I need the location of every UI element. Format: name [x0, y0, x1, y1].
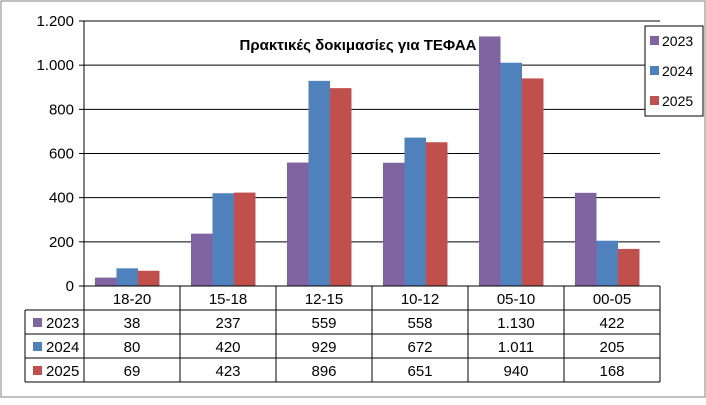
x-tick-label: 12-15 — [305, 291, 343, 308]
chart-title: Πρακτικές δοκιμασίες για ΤΕΦΑΑ — [239, 37, 476, 54]
x-tick-label: 10-12 — [401, 291, 439, 308]
data-label: 1.130 — [497, 315, 535, 332]
legend: 2023 2024 2025 — [644, 25, 704, 117]
data-label: 69 — [124, 363, 141, 380]
bar-2025-12-15 — [330, 88, 352, 286]
x-tick-label: 15-18 — [209, 291, 247, 308]
y-tick-label: 0 — [66, 278, 74, 295]
bar-2023-05-10 — [479, 36, 501, 287]
legend-key — [650, 96, 659, 105]
bar-2024-15-18 — [212, 193, 234, 286]
y-tick-label: 1.200 — [36, 13, 74, 30]
x-tick-label: 18-20 — [113, 291, 151, 308]
data-label: 672 — [407, 339, 432, 356]
data-label: 205 — [599, 339, 624, 356]
table-series-label: 2024 — [46, 339, 79, 356]
y-tick-label: 1.000 — [36, 57, 74, 74]
data-label: 168 — [599, 363, 624, 380]
data-label: 1.011 — [498, 339, 534, 356]
bar-2024-05-10 — [500, 62, 522, 286]
y-tick-label: 400 — [49, 190, 74, 207]
data-label: 422 — [599, 315, 624, 332]
bar-2025-15-18 — [234, 192, 256, 286]
table-legend-key — [33, 342, 42, 351]
table-legend-key — [33, 318, 42, 327]
bar-2025-18-20 — [138, 270, 160, 286]
bar-2023-12-15 — [287, 162, 309, 286]
data-label: 420 — [215, 339, 240, 356]
bar-2025-05-10 — [522, 78, 544, 287]
data-label: 80 — [124, 339, 141, 356]
y-tick-label: 600 — [49, 146, 74, 163]
bar-2024-18-20 — [116, 268, 138, 286]
x-tick-label: 00-05 — [593, 291, 631, 308]
y-tick-label: 800 — [49, 101, 74, 118]
bar-2024-12-15 — [308, 80, 330, 287]
bar-2024-10-12 — [404, 137, 426, 286]
bar-2023-15-18 — [191, 233, 213, 286]
legend-label: 2024 — [662, 63, 693, 79]
bar-2023-18-20 — [95, 277, 117, 286]
data-label: 423 — [215, 363, 240, 380]
bar-2025-10-12 — [426, 142, 448, 286]
bar-2024-00-05 — [596, 240, 618, 286]
table-series-label: 2025 — [46, 363, 79, 380]
y-axis: 0 200 400 600 800 1.000 1.200 — [36, 13, 85, 295]
data-table: 18-20 15-18 12-15 10-12 05-10 00-05 2023 38 237 5… — [24, 285, 661, 383]
data-label: 38 — [124, 315, 141, 332]
data-label: 558 — [407, 315, 432, 332]
legend-key — [650, 36, 659, 45]
x-tick-label: 05-10 — [497, 291, 535, 308]
bars — [95, 36, 640, 287]
data-label: 940 — [503, 363, 528, 380]
bar-2023-00-05 — [575, 192, 597, 286]
bar-2023-10-12 — [383, 162, 405, 286]
data-label: 237 — [215, 315, 240, 332]
table-series-label: 2023 — [46, 315, 79, 332]
table-legend-key — [33, 366, 42, 375]
y-tick-label: 200 — [49, 234, 74, 251]
data-label: 929 — [311, 339, 336, 356]
legend-label: 2023 — [662, 33, 693, 49]
legend-label: 2025 — [662, 93, 693, 109]
gridlines — [84, 20, 660, 287]
data-label: 651 — [407, 363, 432, 380]
data-label: 559 — [311, 315, 336, 332]
legend-key — [650, 66, 659, 75]
bar-2025-00-05 — [618, 248, 640, 286]
data-label: 896 — [311, 363, 336, 380]
